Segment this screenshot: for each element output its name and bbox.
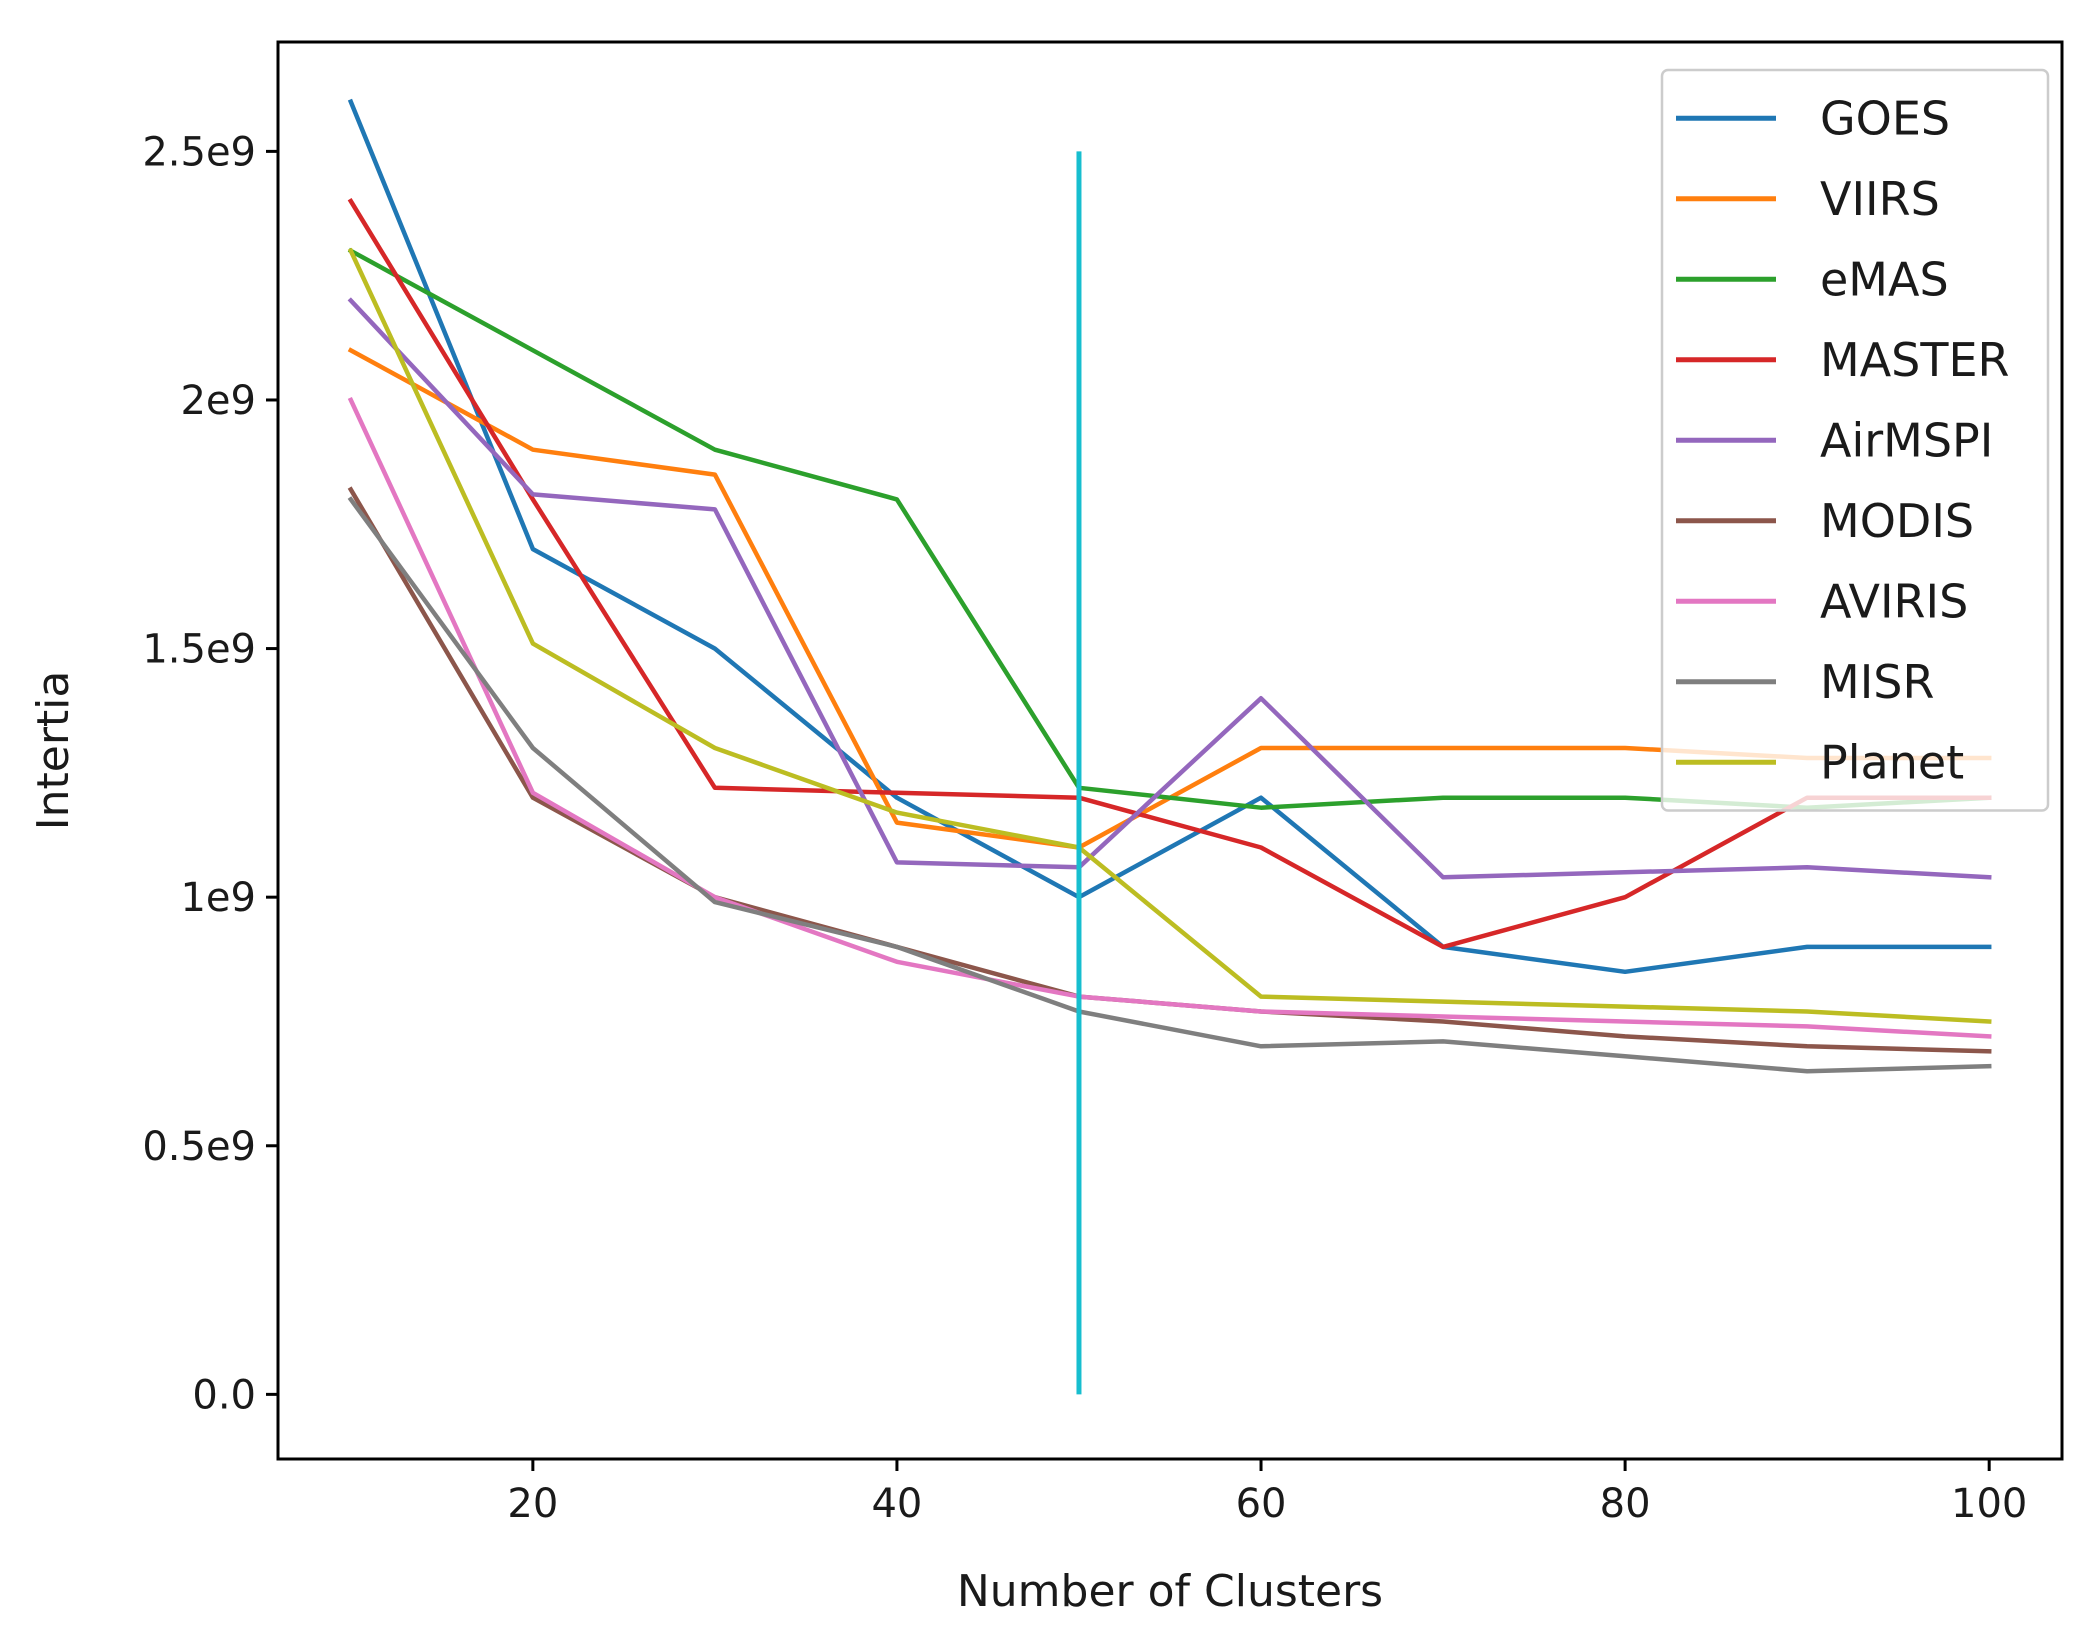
x-tick-label: 100 xyxy=(1951,1481,2027,1527)
plot-area: 20 40 60 80 100 0.0 0.5e9 1e9 1.5e9 2e9 2.5e9 Numbe… xyxy=(28,40,2064,1617)
x-tick-label: 20 xyxy=(507,1481,558,1527)
y-tick-label: 1e9 xyxy=(180,875,256,921)
legend-label-planet: Planet xyxy=(1820,735,1964,789)
series-line-master xyxy=(347,198,1992,950)
y-tick-label: 0.0 xyxy=(192,1372,256,1418)
y-tick-label: 0.5e9 xyxy=(142,1124,256,1170)
legend-label-aviris: AVIRIS xyxy=(1820,574,1968,628)
plot-frame xyxy=(276,40,2064,1461)
y-tick-label: 2.5e9 xyxy=(142,129,256,175)
y-tick-label: 1.5e9 xyxy=(142,627,256,673)
legend: GOES VIIRS eMAS MASTER AirMSPI MODIS AVIRIS MIS… xyxy=(1660,68,2050,812)
legend-label-airmspi: AirMSPI xyxy=(1820,413,1993,467)
legend-label-viirs: VIIRS xyxy=(1820,172,1940,226)
x-axis-title: Number of Clusters xyxy=(957,1566,1383,1617)
x-tick-label: 40 xyxy=(871,1481,922,1527)
series-line-airmspi xyxy=(347,297,1992,880)
series-line-aviris xyxy=(347,397,1992,1039)
legend-label-misr: MISR xyxy=(1820,655,1934,709)
legend-label-emas: eMAS xyxy=(1820,252,1949,306)
series-line-goes xyxy=(347,98,1992,975)
y-tick-label: 2e9 xyxy=(180,378,256,424)
legend-label-goes: GOES xyxy=(1820,91,1950,145)
series-line-planet xyxy=(347,247,1992,1024)
legend-label-master: MASTER xyxy=(1820,333,2009,387)
series-line-misr xyxy=(347,496,1992,1074)
legend-box xyxy=(1660,68,2050,812)
y-axis-title: Intertia xyxy=(28,671,79,831)
x-tick-label: 60 xyxy=(1236,1481,1287,1527)
legend-label-modis: MODIS xyxy=(1820,494,1974,548)
x-tick-label: 80 xyxy=(1600,1481,1651,1527)
